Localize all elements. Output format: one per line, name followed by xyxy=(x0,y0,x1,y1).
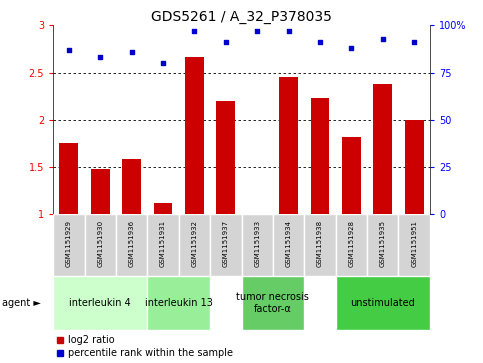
Bar xyxy=(53,276,147,330)
Bar xyxy=(342,137,361,214)
Legend: log2 ratio, percentile rank within the sample: log2 ratio, percentile rank within the s… xyxy=(58,335,233,358)
Bar xyxy=(216,101,235,214)
Bar xyxy=(242,276,304,330)
Text: GSM1151934: GSM1151934 xyxy=(285,220,292,267)
Bar xyxy=(85,214,116,276)
Bar xyxy=(185,57,204,214)
Bar xyxy=(147,214,179,276)
Bar xyxy=(122,159,141,214)
Text: interleukin 4: interleukin 4 xyxy=(70,298,131,308)
Bar xyxy=(59,143,78,214)
Bar xyxy=(91,169,110,214)
Bar xyxy=(336,276,430,330)
Text: GSM1151933: GSM1151933 xyxy=(254,220,260,268)
Point xyxy=(285,28,293,34)
Point xyxy=(348,45,355,51)
Text: interleukin 13: interleukin 13 xyxy=(145,298,213,308)
Text: GSM1151930: GSM1151930 xyxy=(97,220,103,268)
Bar xyxy=(398,214,430,276)
Point xyxy=(128,49,135,55)
Text: unstimulated: unstimulated xyxy=(350,298,415,308)
Point xyxy=(65,47,73,53)
Bar xyxy=(311,98,329,214)
Point xyxy=(97,54,104,60)
Text: GSM1151938: GSM1151938 xyxy=(317,220,323,268)
Bar xyxy=(116,214,147,276)
Bar xyxy=(154,203,172,214)
Point xyxy=(411,40,418,45)
Point xyxy=(253,28,261,34)
Bar xyxy=(336,214,367,276)
Text: GSM1151937: GSM1151937 xyxy=(223,220,229,268)
Text: GSM1151929: GSM1151929 xyxy=(66,220,72,267)
Text: tumor necrosis
factor-α: tumor necrosis factor-α xyxy=(237,292,309,314)
Bar xyxy=(242,214,273,276)
Bar xyxy=(179,214,210,276)
Bar xyxy=(373,84,392,214)
Point xyxy=(379,36,387,41)
Text: GSM1151928: GSM1151928 xyxy=(348,220,355,267)
Point xyxy=(159,60,167,66)
Text: GSM1151936: GSM1151936 xyxy=(128,220,135,268)
Text: GSM1151931: GSM1151931 xyxy=(160,220,166,268)
Bar xyxy=(279,77,298,214)
Title: GDS5261 / A_32_P378035: GDS5261 / A_32_P378035 xyxy=(151,11,332,24)
Text: GSM1151951: GSM1151951 xyxy=(411,220,417,267)
Text: GSM1151935: GSM1151935 xyxy=(380,220,386,267)
Bar xyxy=(304,214,336,276)
Bar xyxy=(53,214,85,276)
Bar xyxy=(210,214,242,276)
Point xyxy=(191,28,199,34)
Point xyxy=(222,40,230,45)
Bar xyxy=(367,214,398,276)
Text: agent ►: agent ► xyxy=(2,298,41,308)
Point xyxy=(316,40,324,45)
Bar xyxy=(273,214,304,276)
Bar xyxy=(405,120,424,214)
Bar xyxy=(147,276,210,330)
Text: GSM1151932: GSM1151932 xyxy=(191,220,198,267)
